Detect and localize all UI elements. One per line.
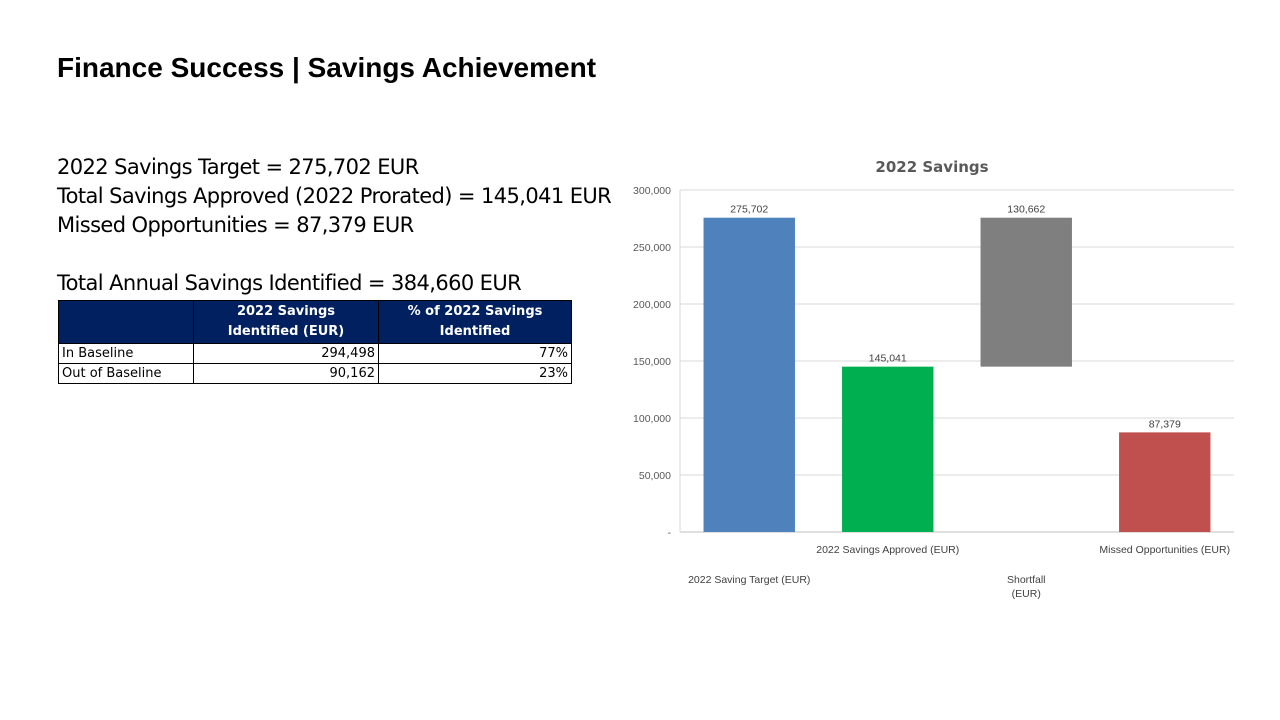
data-label: 130,662 [1007,204,1045,216]
missed-opportunities-line: Missed Opportunities = 87,379 EUR [57,213,414,237]
y-tick-label: 150,000 [633,356,671,368]
bars [703,217,1211,533]
table-row: Out of Baseline 90,162 23% [58,363,572,384]
y-tick-label: 250,000 [633,242,671,254]
table-cell: 294,498 [193,343,379,364]
category-label: 2022 Saving Target (EUR) [688,574,810,586]
bar [703,217,795,533]
y-tick-label: 200,000 [633,299,671,311]
category-label: Shortfall (EUR) [1007,574,1046,600]
table-cell: 90,162 [193,363,379,384]
savings-chart: 2022 Savings - 50,000 100,000 150,000 200,00… [633,158,1234,600]
category-label: 2022 Savings Approved (EUR) [816,544,959,556]
bar [842,366,934,532]
summary-lines: 2022 Savings Target = 275,702 EUR Total … [57,153,612,240]
table-cell: 23% [378,363,572,384]
total-identified-line: Total Annual Savings Identified = 384,66… [57,271,522,295]
y-tick-label: - [668,527,672,539]
table-row: In Baseline 294,498 77% [58,343,572,364]
data-label: 275,702 [730,204,768,216]
y-tick-label: 100,000 [633,413,671,425]
table-header-cell [58,300,194,344]
table-header-row: 2022 Savings Identified (EUR) % of 2022 … [58,300,572,344]
y-tick-label: 50,000 [639,470,671,482]
table-header-cell: % of 2022 Savings Identified [378,300,572,344]
savings-target-line: 2022 Savings Target = 275,702 EUR [57,155,419,179]
savings-table: 2022 Savings Identified (EUR) % of 2022 … [58,300,572,384]
bar [1119,432,1211,532]
bar [980,217,1072,367]
savings-approved-line: Total Savings Approved (2022 Prorated) =… [57,184,612,208]
table-cell: In Baseline [58,343,194,364]
data-label: 145,041 [869,353,907,365]
category-label: Missed Opportunities (EUR) [1099,544,1230,556]
table-cell: Out of Baseline [58,363,194,384]
data-labels: 275,702 145,041 130,662 87,379 [730,204,1181,431]
y-tick-label: 300,000 [633,185,671,197]
category-labels: 2022 Saving Target (EUR) 2022 Savings App… [688,544,1230,600]
data-label: 87,379 [1149,418,1181,430]
slide-title: Finance Success | Savings Achievement [57,52,597,83]
y-axis-ticks: - 50,000 100,000 150,000 200,000 250,000 300,0… [633,185,671,539]
chart-title: 2022 Savings [875,158,988,176]
table-cell: 77% [378,343,572,364]
table-header-cell: 2022 Savings Identified (EUR) [193,300,379,344]
